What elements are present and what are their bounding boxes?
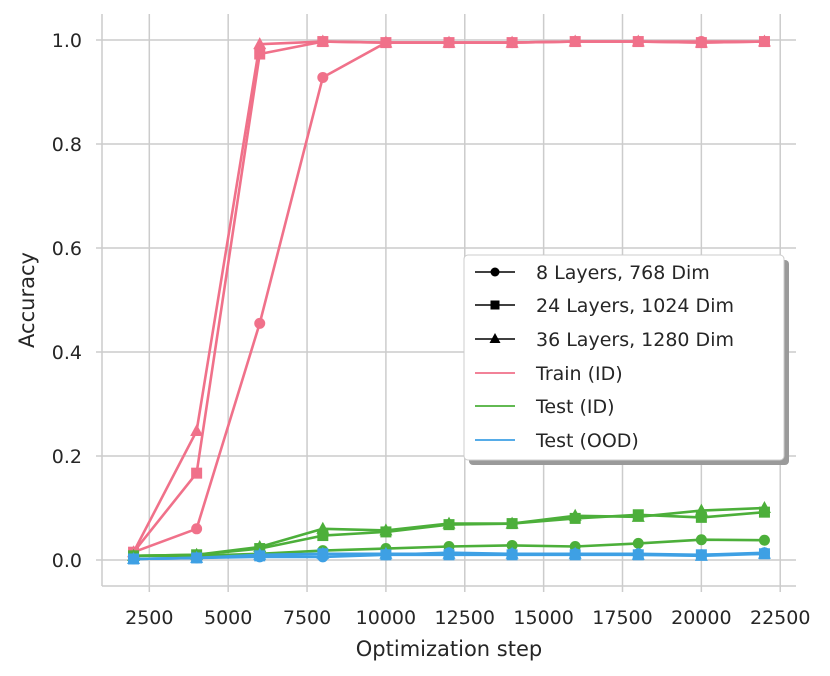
point-triangle (757, 34, 771, 47)
point-triangle (568, 508, 582, 521)
y-axis-title: Accuracy (15, 252, 39, 348)
y-tick-label: 1.0 (52, 30, 82, 52)
legend-label-train-id: Train (ID) (535, 363, 623, 385)
point-triangle (757, 546, 771, 559)
legend-label-24-layers: 24 Layers, 1024 Dim (536, 295, 734, 317)
point-square (695, 511, 707, 523)
point-triangle (190, 424, 204, 437)
point-triangle (568, 34, 582, 47)
point-triangle (316, 34, 330, 47)
point-triangle (316, 546, 330, 559)
point-triangle (379, 35, 393, 48)
point-circle (317, 71, 329, 83)
point-circle (758, 534, 770, 546)
y-tick-label: 0.4 (52, 342, 82, 364)
point-triangle (190, 550, 204, 563)
x-tick-label: 17500 (592, 607, 652, 629)
point-triangle (505, 35, 519, 48)
legend-circle-marker (490, 267, 500, 277)
point-triangle (694, 35, 708, 48)
point-square (317, 530, 329, 542)
point-triangle (694, 503, 708, 516)
x-tick-label: 2500 (125, 607, 173, 629)
y-tick-label: 0.8 (52, 134, 82, 156)
point-triangle (505, 516, 519, 529)
legend-box (463, 254, 785, 461)
point-triangle (631, 509, 645, 522)
point-triangle (379, 523, 393, 536)
y-tick-label: 0.2 (52, 446, 82, 468)
point-triangle (631, 34, 645, 47)
point-triangle (127, 551, 141, 564)
x-tick-label: 12500 (435, 607, 495, 629)
point-triangle (442, 35, 456, 48)
legend-triangle-marker (489, 333, 501, 343)
x-tick-label: 10000 (356, 607, 416, 629)
x-tick-label: 7500 (283, 607, 331, 629)
x-tick-label: 5000 (204, 607, 252, 629)
tick-labels: 2500 5000 7500 10000 12500 15000 17500 20000 225… (52, 30, 811, 629)
point-triangle (442, 516, 456, 529)
x-tick-label: 20000 (671, 607, 731, 629)
legend-label-8-layers: 8 Layers, 768 Dim (536, 262, 710, 284)
x-tick-label: 22500 (750, 607, 810, 629)
legend-label-test-ood: Test (OOD) (535, 430, 639, 452)
point-triangle (253, 37, 267, 50)
x-tick-label: 15000 (513, 607, 573, 629)
point-triangle (379, 546, 393, 559)
point-triangle (631, 547, 645, 560)
point-triangle (253, 547, 267, 560)
point-triangle (568, 546, 582, 559)
axes (96, 14, 796, 592)
series-layer (127, 34, 771, 565)
legend-label-36-layers: 36 Layers, 1280 Dim (536, 329, 734, 351)
point-square (254, 48, 266, 60)
series-test-ood-36-layers-1280-dim (127, 546, 771, 564)
point-square (191, 467, 203, 479)
point-triangle (316, 521, 330, 534)
point-circle (254, 317, 266, 329)
point-circle (695, 534, 707, 546)
point-circle (191, 523, 203, 535)
x-axis-title: Optimization step (356, 637, 542, 661)
legend: 8 Layers, 768 Dim 24 Layers, 1024 Dim 36… (463, 254, 789, 465)
legend-label-test-id: Test (ID) (535, 396, 615, 418)
legend-square-marker (490, 300, 500, 310)
y-tick-label: 0.6 (52, 238, 82, 260)
point-triangle (253, 540, 267, 552)
point-circle (506, 539, 518, 551)
y-tick-label: 0.0 (52, 550, 82, 572)
point-triangle (757, 501, 771, 513)
point-circle (632, 537, 644, 549)
point-triangle (505, 546, 519, 559)
point-triangle (694, 548, 708, 561)
point-triangle (442, 546, 456, 559)
